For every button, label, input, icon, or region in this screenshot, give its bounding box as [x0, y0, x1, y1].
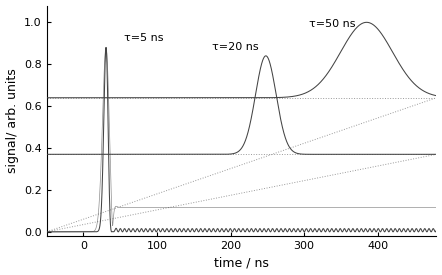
- Y-axis label: signal/ arb. units: signal/ arb. units: [6, 68, 19, 173]
- Text: τ=20 ns: τ=20 ns: [212, 42, 259, 52]
- Text: τ=5 ns: τ=5 ns: [124, 33, 164, 43]
- Text: τ=50 ns: τ=50 ns: [309, 19, 356, 29]
- X-axis label: time / ns: time / ns: [214, 257, 269, 269]
